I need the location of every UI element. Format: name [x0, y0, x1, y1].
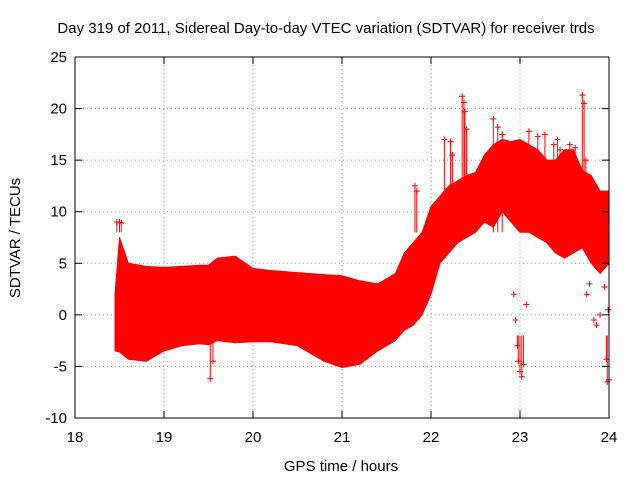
data-point	[490, 115, 497, 122]
y-tick-label: 5	[59, 255, 67, 272]
data-point	[583, 291, 590, 298]
y-tick-label: 10	[50, 204, 67, 221]
data-point	[557, 146, 564, 153]
data-envelope	[114, 139, 610, 368]
data-point	[523, 301, 530, 308]
data-point	[601, 284, 608, 291]
x-tick-label: 23	[512, 429, 529, 446]
data-point	[603, 356, 610, 363]
x-tick-label: 18	[67, 429, 84, 446]
data-point	[510, 291, 517, 298]
data-point	[572, 144, 579, 151]
x-axis-label: GPS time / hours	[284, 458, 398, 475]
y-tick-label: 25	[50, 49, 67, 66]
data-point	[447, 138, 454, 145]
data-point	[586, 280, 593, 287]
data-point	[605, 306, 612, 313]
axis-ticks: 18 19 20 21 22 23 24 -10 -5 0 5 10 15 20 25	[45, 49, 617, 446]
data-point	[566, 141, 573, 148]
x-tick-label: 21	[334, 429, 351, 446]
data-point	[525, 128, 532, 135]
x-tick-label: 19	[156, 429, 173, 446]
data-point	[494, 124, 501, 131]
y-tick-label: -5	[54, 358, 67, 375]
data-point	[441, 136, 448, 143]
x-tick-label: 22	[423, 429, 440, 446]
chart-title: Day 319 of 2011, Sidereal Day-to-day VTE…	[57, 20, 594, 37]
data-point	[534, 133, 541, 140]
data-point	[593, 322, 600, 329]
data-point	[512, 317, 519, 324]
data-point	[460, 99, 467, 106]
y-tick-label: 15	[50, 152, 67, 169]
data-point	[520, 361, 527, 368]
data-point	[590, 317, 597, 324]
data-point	[550, 141, 557, 148]
data-point	[413, 188, 420, 195]
data-series	[113, 92, 612, 385]
data-point	[411, 182, 418, 189]
x-tick-label: 24	[601, 429, 618, 446]
data-point	[514, 342, 521, 349]
data-point	[582, 157, 589, 164]
y-axis-label: SDTVAR / TECUs	[7, 178, 24, 298]
data-point	[207, 375, 214, 382]
data-point	[541, 131, 548, 138]
data-point	[499, 131, 506, 138]
y-tick-label: -10	[45, 410, 67, 427]
y-tick-label: 0	[59, 307, 67, 324]
data-point	[518, 373, 525, 380]
data-point	[579, 92, 586, 99]
data-point	[463, 126, 470, 133]
data-point	[449, 151, 456, 158]
data-point	[461, 108, 468, 115]
data-point	[581, 100, 588, 107]
data-point	[459, 93, 466, 100]
x-tick-label: 20	[245, 429, 262, 446]
data-point	[554, 136, 561, 143]
data-point	[209, 358, 216, 365]
data-point	[118, 220, 125, 227]
y-tick-label: 20	[50, 101, 67, 118]
